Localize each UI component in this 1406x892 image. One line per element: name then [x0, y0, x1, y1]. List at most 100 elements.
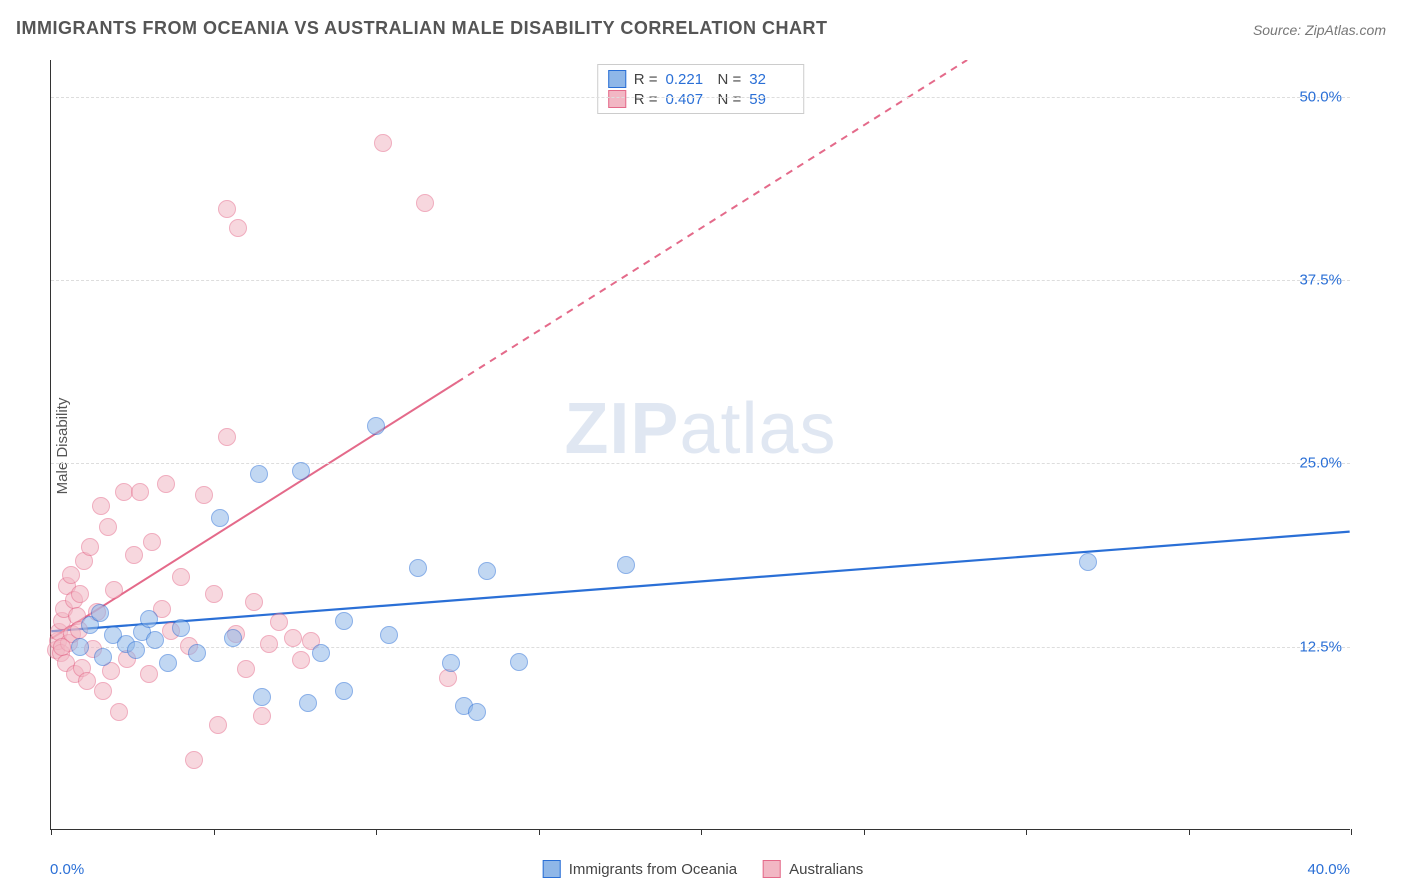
- plot-area: ZIPatlas R = 0.221 N = 32 R = 0.407 N = …: [50, 60, 1350, 830]
- scatter-point: [292, 651, 310, 669]
- legend-row: R = 0.221 N = 32: [608, 69, 794, 89]
- scatter-point: [335, 682, 353, 700]
- scatter-point: [62, 566, 80, 584]
- source-attribution: Source: ZipAtlas.com: [1253, 22, 1386, 38]
- scatter-point: [125, 546, 143, 564]
- scatter-point: [224, 629, 242, 647]
- x-tick: [1189, 829, 1190, 835]
- y-tick-label: 25.0%: [1299, 455, 1342, 472]
- scatter-point: [143, 533, 161, 551]
- scatter-point: [229, 219, 247, 237]
- x-tick: [701, 829, 702, 835]
- scatter-point: [209, 716, 227, 734]
- legend-item: Immigrants from Oceania: [543, 860, 737, 878]
- swatch-icon: [763, 860, 781, 878]
- legend-row: R = 0.407 N = 59: [608, 89, 794, 109]
- x-tick: [1351, 829, 1352, 835]
- scatter-point: [335, 612, 353, 630]
- scatter-point: [253, 707, 271, 725]
- scatter-point: [157, 475, 175, 493]
- scatter-point: [211, 509, 229, 527]
- swatch-icon: [543, 860, 561, 878]
- watermark: ZIPatlas: [564, 388, 836, 470]
- scatter-point: [81, 538, 99, 556]
- n-value: 59: [749, 91, 793, 108]
- gridline: [51, 647, 1350, 648]
- x-tick: [51, 829, 52, 835]
- x-tick: [1026, 829, 1027, 835]
- scatter-point: [374, 134, 392, 152]
- scatter-point: [367, 417, 385, 435]
- x-axis-min-label: 0.0%: [50, 861, 84, 878]
- r-value: 0.407: [666, 91, 710, 108]
- y-tick-label: 50.0%: [1299, 88, 1342, 105]
- r-label: R =: [634, 91, 658, 108]
- n-label: N =: [718, 71, 742, 88]
- scatter-point: [284, 629, 302, 647]
- x-axis-max-label: 40.0%: [1307, 861, 1350, 878]
- scatter-point: [292, 462, 310, 480]
- scatter-point: [218, 200, 236, 218]
- gridline: [51, 463, 1350, 464]
- gridline: [51, 97, 1350, 98]
- scatter-point: [478, 562, 496, 580]
- x-tick: [214, 829, 215, 835]
- legend-item-label: Australians: [789, 861, 863, 878]
- scatter-point: [105, 581, 123, 599]
- scatter-point: [159, 654, 177, 672]
- scatter-point: [127, 641, 145, 659]
- scatter-point: [380, 626, 398, 644]
- watermark-light: atlas: [679, 389, 836, 469]
- legend-item-label: Immigrants from Oceania: [569, 861, 737, 878]
- scatter-point: [312, 644, 330, 662]
- scatter-point: [91, 604, 109, 622]
- scatter-point: [416, 194, 434, 212]
- scatter-point: [218, 428, 236, 446]
- x-tick: [376, 829, 377, 835]
- scatter-point: [140, 665, 158, 683]
- regression-lines: [51, 60, 1350, 829]
- scatter-point: [110, 703, 128, 721]
- legend-item: Australians: [763, 860, 863, 878]
- correlation-legend: R = 0.221 N = 32 R = 0.407 N = 59: [597, 64, 805, 114]
- scatter-point: [99, 518, 117, 536]
- scatter-point: [409, 559, 427, 577]
- scatter-point: [188, 644, 206, 662]
- chart-title: IMMIGRANTS FROM OCEANIA VS AUSTRALIAN MA…: [16, 18, 827, 39]
- scatter-point: [468, 703, 486, 721]
- x-tick: [864, 829, 865, 835]
- scatter-point: [185, 751, 203, 769]
- scatter-point: [1079, 553, 1097, 571]
- n-value: 32: [749, 71, 793, 88]
- gridline: [51, 280, 1350, 281]
- scatter-point: [205, 585, 223, 603]
- scatter-point: [71, 585, 89, 603]
- watermark-bold: ZIP: [564, 389, 679, 469]
- swatch-icon: [608, 90, 626, 108]
- scatter-point: [617, 556, 635, 574]
- scatter-point: [53, 638, 71, 656]
- scatter-point: [260, 635, 278, 653]
- scatter-point: [78, 672, 96, 690]
- swatch-icon: [608, 70, 626, 88]
- scatter-point: [442, 654, 460, 672]
- y-tick-label: 12.5%: [1299, 638, 1342, 655]
- r-value: 0.221: [666, 71, 710, 88]
- scatter-point: [94, 682, 112, 700]
- scatter-point: [140, 610, 158, 628]
- scatter-point: [270, 613, 288, 631]
- scatter-point: [131, 483, 149, 501]
- scatter-point: [92, 497, 110, 515]
- scatter-point: [172, 619, 190, 637]
- scatter-point: [237, 660, 255, 678]
- scatter-point: [172, 568, 190, 586]
- scatter-point: [250, 465, 268, 483]
- scatter-point: [245, 593, 263, 611]
- n-label: N =: [718, 91, 742, 108]
- scatter-point: [195, 486, 213, 504]
- r-label: R =: [634, 71, 658, 88]
- scatter-point: [510, 653, 528, 671]
- scatter-point: [299, 694, 317, 712]
- scatter-point: [253, 688, 271, 706]
- series-legend: Immigrants from Oceania Australians: [543, 860, 864, 878]
